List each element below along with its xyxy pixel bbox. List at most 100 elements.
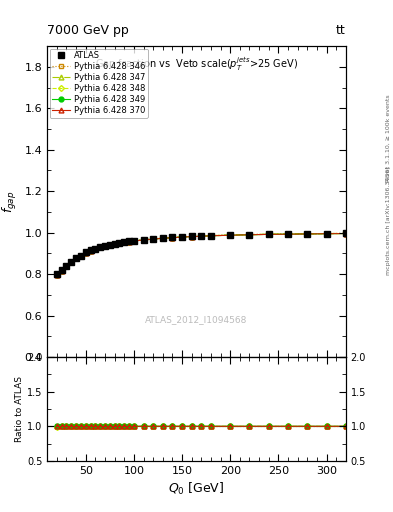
ATLAS <box>69 259 73 265</box>
Pythia 6.428 346 <box>74 255 79 261</box>
Pythia 6.428 349 <box>228 232 233 238</box>
Pythia 6.428 349 <box>199 233 204 239</box>
ATLAS <box>79 252 83 259</box>
Pythia 6.428 370 <box>189 233 194 240</box>
Pythia 6.428 349 <box>93 246 98 252</box>
Pythia 6.428 346 <box>343 230 348 237</box>
Pythia 6.428 347 <box>132 238 136 244</box>
Pythia 6.428 348 <box>247 232 252 238</box>
Pythia 6.428 348 <box>107 242 112 248</box>
Pythia 6.428 370 <box>305 231 310 237</box>
Pythia 6.428 349 <box>160 235 165 241</box>
Pythia 6.428 346 <box>83 249 88 255</box>
Pythia 6.428 348 <box>151 236 156 242</box>
Pythia 6.428 346 <box>122 239 127 245</box>
Pythia 6.428 346 <box>93 246 98 252</box>
ATLAS <box>59 267 64 273</box>
Pythia 6.428 348 <box>343 230 348 237</box>
Pythia 6.428 349 <box>69 259 73 265</box>
Pythia 6.428 347 <box>55 271 59 278</box>
Pythia 6.428 370 <box>93 246 98 252</box>
Pythia 6.428 370 <box>83 249 88 255</box>
Pythia 6.428 346 <box>170 234 175 241</box>
ATLAS <box>98 244 103 250</box>
Pythia 6.428 348 <box>305 231 310 237</box>
ATLAS <box>160 235 165 241</box>
Pythia 6.428 370 <box>141 237 146 243</box>
Pythia 6.428 370 <box>112 241 117 247</box>
Pythia 6.428 347 <box>127 239 131 245</box>
Pythia 6.428 370 <box>88 247 93 253</box>
Pythia 6.428 347 <box>98 244 103 250</box>
Pythia 6.428 347 <box>83 249 88 255</box>
Pythia 6.428 349 <box>117 240 122 246</box>
Pythia 6.428 349 <box>88 247 93 253</box>
Pythia 6.428 346 <box>59 267 64 273</box>
Pythia 6.428 347 <box>199 233 204 239</box>
Pythia 6.428 370 <box>180 234 184 240</box>
ATLAS <box>189 233 194 240</box>
Pythia 6.428 347 <box>343 230 348 237</box>
Text: mcplots.cern.ch [arXiv:1306.3436]: mcplots.cern.ch [arXiv:1306.3436] <box>386 166 391 274</box>
ATLAS <box>103 243 107 249</box>
Pythia 6.428 347 <box>122 239 127 245</box>
Pythia 6.428 346 <box>209 232 213 239</box>
Pythia 6.428 347 <box>151 236 156 242</box>
Pythia 6.428 348 <box>199 233 204 239</box>
ATLAS <box>74 255 79 261</box>
ATLAS <box>286 231 290 237</box>
Pythia 6.428 348 <box>83 249 88 255</box>
Pythia 6.428 349 <box>209 233 213 239</box>
ATLAS <box>64 263 69 269</box>
Pythia 6.428 347 <box>141 237 146 243</box>
Pythia 6.428 346 <box>55 271 59 278</box>
Pythia 6.428 347 <box>247 231 252 238</box>
Pythia 6.428 370 <box>170 234 175 241</box>
Pythia 6.428 346 <box>228 232 233 238</box>
Line: Pythia 6.428 349: Pythia 6.428 349 <box>54 231 348 277</box>
ATLAS <box>112 241 117 247</box>
Pythia 6.428 349 <box>103 243 107 249</box>
Pythia 6.428 346 <box>98 244 103 250</box>
Pythia 6.428 348 <box>79 252 83 259</box>
Pythia 6.428 347 <box>103 243 107 249</box>
Pythia 6.428 346 <box>103 243 107 249</box>
Pythia 6.428 370 <box>228 232 233 238</box>
Pythia 6.428 370 <box>209 233 213 239</box>
Pythia 6.428 349 <box>74 255 79 261</box>
Pythia 6.428 347 <box>64 263 69 269</box>
Pythia 6.428 370 <box>55 271 59 278</box>
Pythia 6.428 370 <box>117 240 122 246</box>
Pythia 6.428 348 <box>127 239 131 245</box>
Pythia 6.428 347 <box>117 240 122 246</box>
Pythia 6.428 346 <box>286 231 290 237</box>
Pythia 6.428 349 <box>151 236 156 242</box>
Pythia 6.428 348 <box>209 233 213 239</box>
Pythia 6.428 349 <box>170 234 175 241</box>
Pythia 6.428 347 <box>180 234 184 240</box>
Text: tt: tt <box>336 24 346 37</box>
Pythia 6.428 346 <box>112 241 117 247</box>
Pythia 6.428 347 <box>59 267 64 273</box>
Pythia 6.428 370 <box>74 255 79 261</box>
ATLAS <box>132 238 136 244</box>
ATLAS <box>180 234 184 240</box>
Pythia 6.428 347 <box>112 241 117 247</box>
Pythia 6.428 348 <box>132 238 136 244</box>
Pythia 6.428 370 <box>343 230 348 237</box>
ATLAS <box>199 233 204 239</box>
Pythia 6.428 346 <box>305 231 310 237</box>
X-axis label: $Q_0$ [GeV]: $Q_0$ [GeV] <box>168 481 225 497</box>
Pythia 6.428 346 <box>88 247 93 253</box>
Pythia 6.428 370 <box>79 252 83 259</box>
Pythia 6.428 347 <box>324 230 329 237</box>
Pythia 6.428 348 <box>98 244 103 250</box>
Pythia 6.428 347 <box>88 247 93 253</box>
ATLAS <box>343 230 348 237</box>
Line: Pythia 6.428 348: Pythia 6.428 348 <box>55 231 348 278</box>
Pythia 6.428 349 <box>189 233 194 240</box>
Pythia 6.428 349 <box>107 242 112 248</box>
Pythia 6.428 347 <box>170 234 175 241</box>
Pythia 6.428 348 <box>170 234 175 241</box>
ATLAS <box>324 230 329 237</box>
